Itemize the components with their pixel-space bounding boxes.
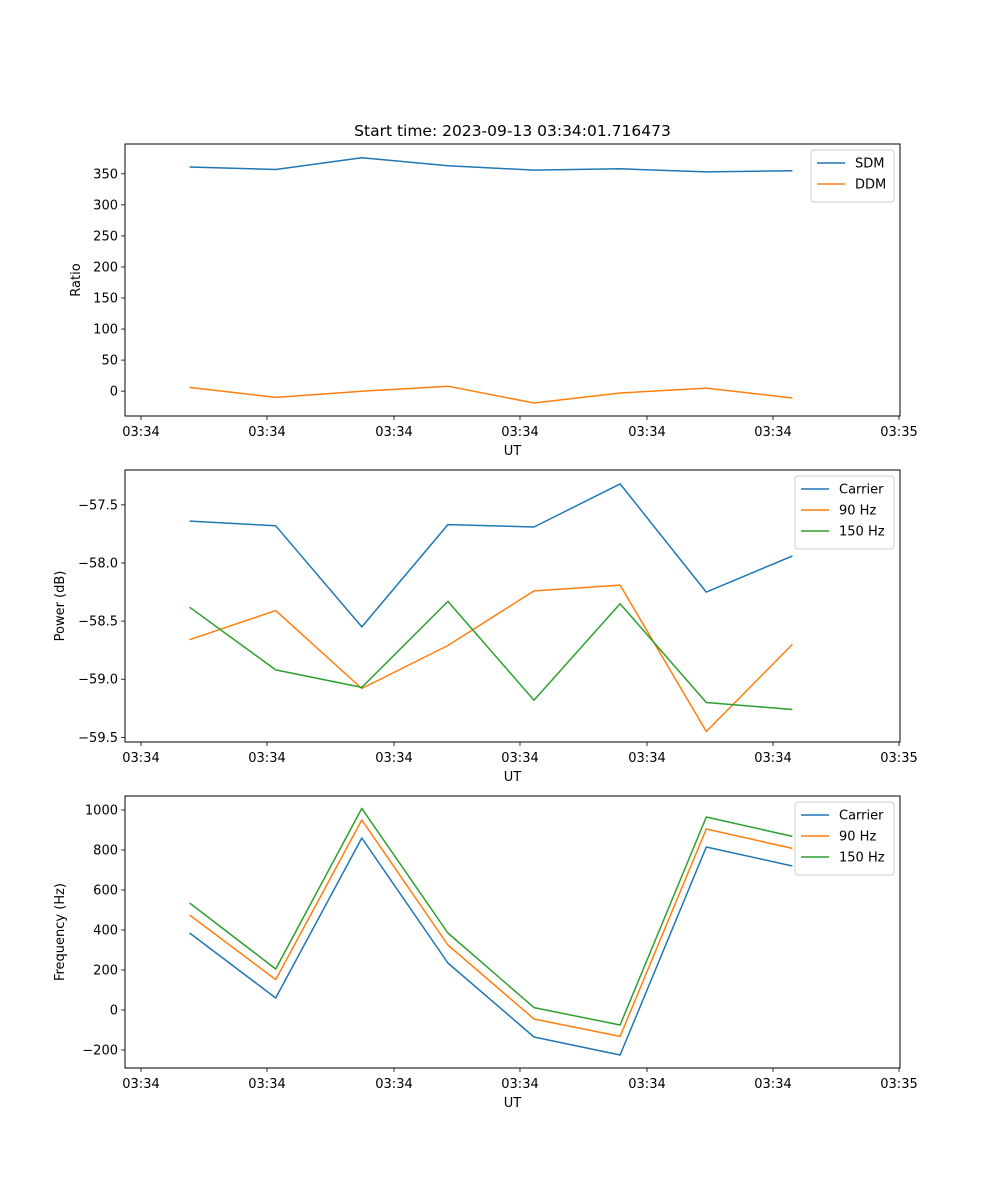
legend-label-150-hz: 150 Hz [839,851,885,866]
y-tick-label: 600 [93,884,118,899]
axes-frame [124,795,901,1069]
y-tick-label: 250 [93,229,118,244]
x-tick-label: 03:34 [122,751,159,766]
legend-label-sdm: SDM [855,157,884,172]
y-tick-label: 200 [93,260,118,275]
series-line-carrier [189,837,793,1056]
y-tick-label: −59.5 [78,731,118,746]
series-line-carrier [189,483,793,628]
x-tick-label: 03:35 [880,751,917,766]
y-tick-label: −58.5 [78,615,118,630]
legend-label-carrier: Carrier [839,809,884,824]
series-line-ddm [189,385,793,404]
x-tick-label: 03:34 [248,1077,285,1092]
x-tick-label: 03:34 [754,425,791,440]
legend: SDM DDM [810,149,895,203]
y-axis-label: Power (dB) [53,571,68,642]
axes-frame [124,143,901,417]
x-axis-label: UT [504,770,522,785]
legend-label-carrier: Carrier [839,483,884,498]
y-tick-label: 150 [93,292,118,307]
x-tick-label: 03:34 [375,1077,412,1092]
x-tick-label: 03:34 [501,1077,538,1092]
y-axis-label: Frequency (Hz) [53,883,68,981]
y-tick-label: 100 [93,323,118,338]
x-tick-label: 03:34 [375,425,412,440]
x-tick-label: 03:35 [880,1077,917,1092]
subplot-3: 03:34 03:34 03:34 03:34 03:34 03:34 03:35 −200 0… [53,795,918,1111]
x-tick-label: 03:34 [754,751,791,766]
x-tick-label: 03:34 [754,1077,791,1092]
y-axis-label: Ratio [69,263,84,296]
y-tick-label: −200 [82,1044,118,1059]
y-tick-label: 200 [93,964,118,979]
axes-frame [124,469,901,743]
x-tick-label: 03:34 [501,751,538,766]
series-line-90-hz [189,819,793,1038]
series-line-sdm [189,156,793,173]
x-tick-label: 03:34 [248,425,285,440]
x-tick-label: 03:35 [880,425,917,440]
x-tick-label: 03:34 [248,751,285,766]
chart-title: Start time: 2023-09-13 03:34:01.716473 [354,122,671,140]
y-tick-label: −59.0 [78,673,118,688]
legend-label-90-hz: 90 Hz [839,830,876,845]
y-tick-label: −57.5 [78,498,118,513]
subplot-2: 03:34 03:34 03:34 03:34 03:34 03:34 03:35 −57.5… [53,469,918,785]
x-tick-label: 03:34 [122,425,159,440]
legend: Carrier 90 Hz 150 Hz [794,475,895,550]
subplot-1: Start time: 2023-09-13 03:34:01.71647303… [69,122,918,459]
x-axis-label: UT [504,444,522,459]
y-tick-label: 400 [93,924,118,939]
y-tick-label: 300 [93,198,118,213]
series-line-150-hz [189,600,793,711]
y-tick-label: 1000 [85,804,118,819]
series-line-90-hz [189,584,793,733]
legend: Carrier 90 Hz 150 Hz [794,801,895,876]
x-tick-label: 03:34 [501,425,538,440]
x-tick-label: 03:34 [375,751,412,766]
x-axis-label: UT [504,1096,522,1111]
y-tick-label: 50 [101,354,118,369]
y-tick-label: 0 [110,1004,118,1019]
y-tick-label: 0 [110,385,118,400]
legend-label-ddm: DDM [855,178,886,193]
x-tick-label: 03:34 [628,425,665,440]
y-tick-label: 800 [93,844,118,859]
y-tick-label: 350 [93,167,118,182]
legend-label-150-hz: 150 Hz [839,525,885,540]
legend-label-90-hz: 90 Hz [839,504,876,519]
x-tick-label: 03:34 [628,751,665,766]
series-line-150-hz [189,807,793,1026]
x-tick-label: 03:34 [122,1077,159,1092]
y-tick-label: −58.0 [78,556,118,571]
x-tick-label: 03:34 [628,1077,665,1092]
